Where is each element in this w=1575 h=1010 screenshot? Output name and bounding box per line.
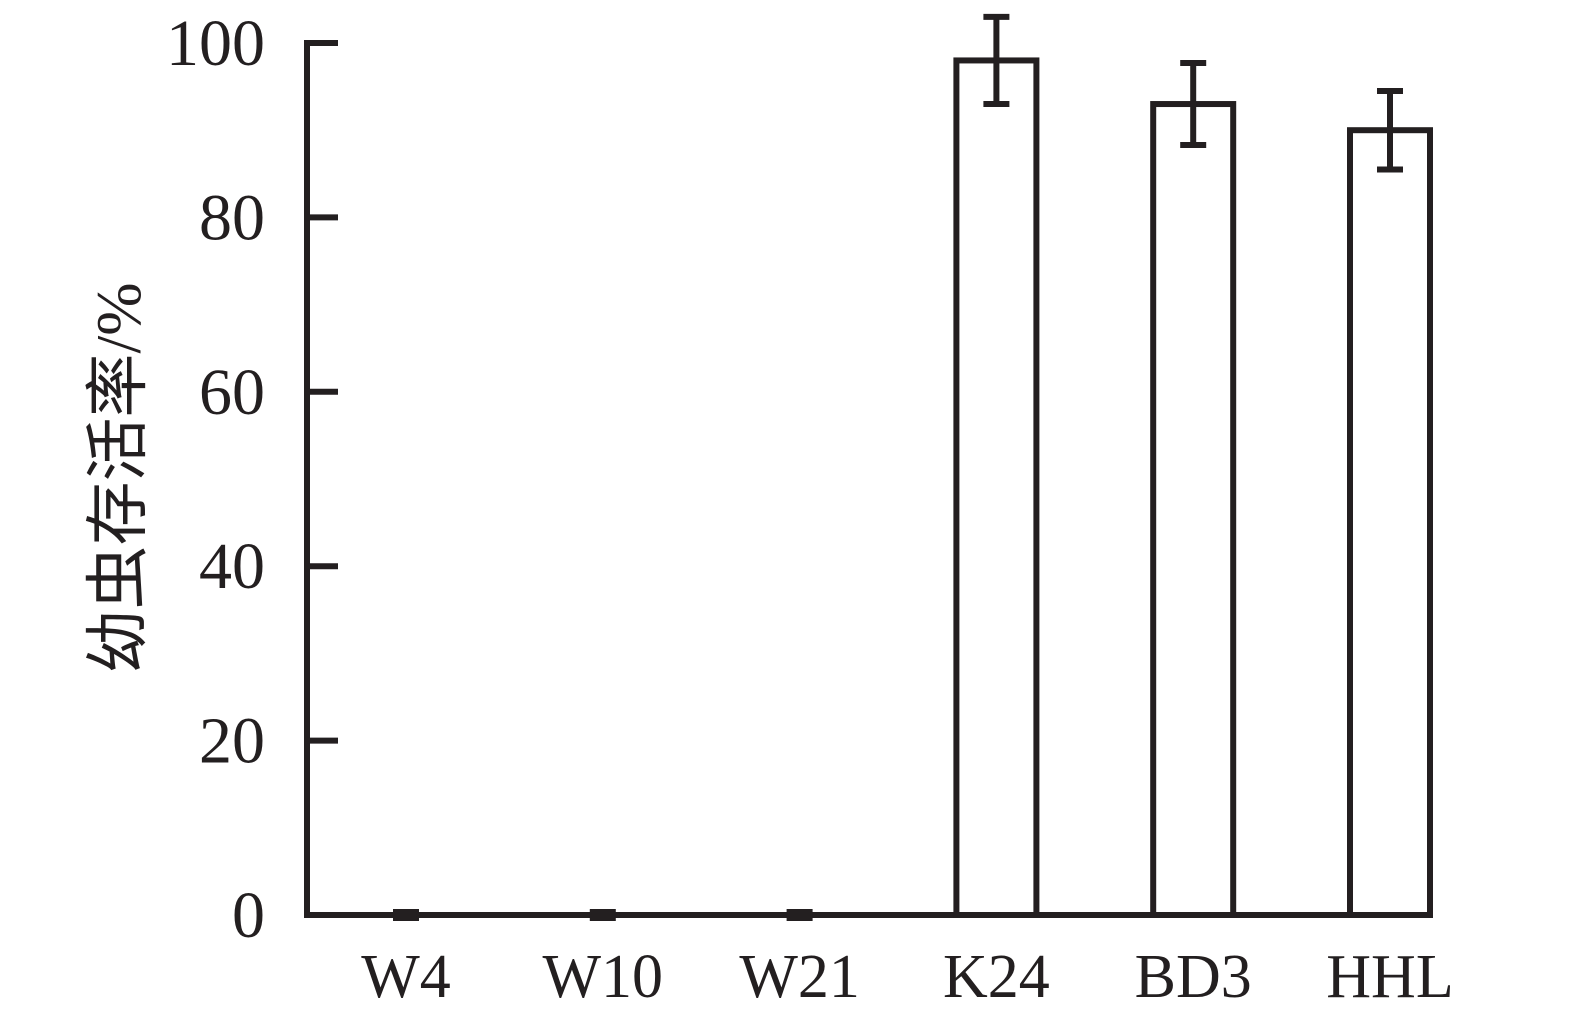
x-category-label: W4 xyxy=(361,943,451,1010)
y-tick-label: 80 xyxy=(199,181,265,254)
zero-value-mark xyxy=(589,909,616,921)
y-tick-label: 100 xyxy=(166,7,265,80)
y-tick-label: 60 xyxy=(199,356,265,429)
y-tick-label: 40 xyxy=(199,530,265,603)
zero-value-mark xyxy=(786,909,813,921)
x-category-label: BD3 xyxy=(1135,943,1252,1010)
y-tick-label: 0 xyxy=(232,879,265,952)
x-category-label: K24 xyxy=(943,943,1050,1010)
zero-value-mark xyxy=(393,909,419,921)
bar xyxy=(1347,127,1433,918)
bar xyxy=(1150,101,1237,919)
x-category-label: W10 xyxy=(543,943,664,1010)
y-tick-label: 20 xyxy=(199,705,265,778)
x-category-label: HHL xyxy=(1326,943,1453,1010)
x-category-label: W21 xyxy=(739,943,860,1010)
bar xyxy=(953,57,1040,918)
y-axis-title: 幼虫存活率/% xyxy=(83,282,154,673)
